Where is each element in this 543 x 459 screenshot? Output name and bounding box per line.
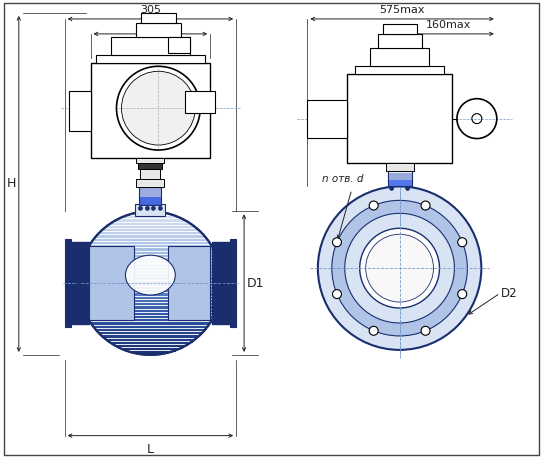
Circle shape	[406, 186, 409, 190]
Bar	[71, 242, 89, 324]
Bar	[68, 91, 91, 131]
Text: 160max: 160max	[426, 20, 471, 30]
Circle shape	[138, 207, 142, 210]
Bar	[383, 24, 416, 34]
Ellipse shape	[125, 255, 175, 295]
Text: 198: 198	[140, 20, 161, 30]
Bar	[388, 172, 412, 186]
Circle shape	[332, 238, 342, 246]
Circle shape	[332, 290, 342, 298]
Bar	[141, 13, 176, 23]
Circle shape	[159, 207, 162, 210]
Bar	[386, 163, 414, 172]
Text: D2: D2	[501, 286, 518, 300]
Circle shape	[122, 71, 195, 145]
Text: 575max: 575max	[380, 5, 425, 15]
Circle shape	[369, 326, 378, 335]
Circle shape	[359, 228, 439, 308]
Circle shape	[369, 201, 378, 210]
Bar	[230, 239, 236, 327]
Bar	[348, 74, 452, 163]
Circle shape	[421, 326, 430, 335]
Bar	[185, 91, 215, 113]
Text: n отв. d: n отв. d	[322, 174, 363, 185]
Circle shape	[365, 234, 433, 302]
Bar	[136, 23, 181, 37]
Text: 305: 305	[140, 5, 161, 15]
Bar	[378, 34, 421, 48]
Circle shape	[458, 238, 466, 246]
Bar	[168, 246, 210, 320]
Circle shape	[117, 66, 200, 150]
Circle shape	[318, 186, 481, 350]
Circle shape	[458, 290, 466, 298]
Bar	[370, 48, 430, 66]
Bar	[96, 55, 205, 63]
Bar	[355, 66, 444, 74]
Circle shape	[421, 201, 430, 210]
Circle shape	[146, 207, 149, 210]
Text: D1: D1	[247, 277, 264, 290]
Bar	[138, 163, 162, 169]
Bar	[307, 100, 348, 138]
Bar	[135, 204, 165, 216]
Bar	[168, 37, 190, 53]
Bar	[65, 239, 71, 327]
Text: L: L	[147, 442, 154, 456]
Bar	[212, 242, 230, 324]
Circle shape	[345, 213, 454, 323]
Bar	[91, 63, 210, 157]
Bar	[140, 187, 161, 205]
Ellipse shape	[79, 211, 222, 355]
Circle shape	[151, 207, 155, 210]
Bar	[136, 179, 165, 187]
Bar	[111, 37, 190, 55]
Circle shape	[332, 201, 468, 336]
Text: H: H	[7, 178, 16, 190]
Bar	[141, 169, 160, 179]
Bar	[89, 246, 135, 320]
Circle shape	[390, 186, 394, 190]
Bar	[136, 157, 165, 163]
